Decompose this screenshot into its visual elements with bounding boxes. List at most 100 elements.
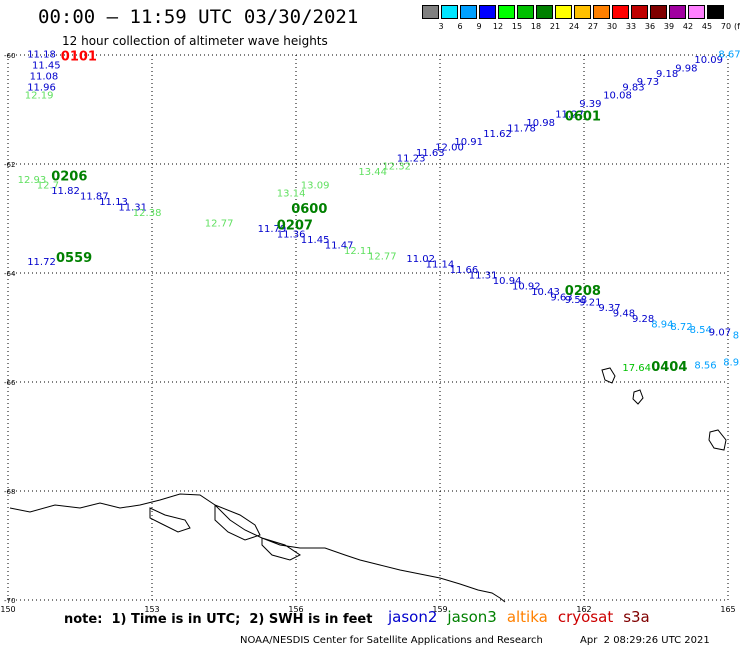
- color-scale-unit: (ft): [733, 22, 740, 31]
- color-scale-tick: 9: [476, 22, 482, 31]
- island-3: [708, 429, 727, 451]
- color-scale-tick: 3: [438, 22, 444, 31]
- color-swatch: [612, 5, 629, 19]
- swh-value: 11.62: [483, 129, 512, 140]
- pass-time-label: 0600: [291, 202, 327, 217]
- swh-value: 9.73: [637, 77, 659, 88]
- lat-tick-label: -64: [4, 270, 16, 278]
- island-2: [632, 389, 644, 405]
- color-scale-tick: 33: [625, 22, 637, 31]
- lat-tick-label: -68: [4, 488, 15, 496]
- color-scale-tick: 42: [682, 22, 694, 31]
- swh-value: 11.47: [325, 240, 354, 251]
- swh-value: 10.92: [512, 281, 541, 292]
- lon-tick-label: 165: [720, 605, 735, 614]
- swh-value: 11.78: [507, 123, 536, 134]
- swh-value: 8.19: [733, 330, 740, 341]
- swh-value: 12.11: [344, 246, 373, 257]
- swh-value: 11.14: [426, 260, 455, 271]
- color-swatch: [460, 5, 477, 19]
- pass-time-label: 0601: [565, 109, 601, 124]
- lon-tick-label: 156: [288, 605, 303, 614]
- swh-value: 8.54: [690, 325, 712, 336]
- swh-value: 9.48: [613, 309, 635, 320]
- swh-value: 9.63: [550, 292, 572, 303]
- swh-value: 8.72: [670, 322, 692, 333]
- color-scale-tick: 12: [492, 22, 504, 31]
- swh-value: 12.19: [25, 91, 54, 102]
- swh-value: 11.87: [80, 191, 109, 202]
- legend-entry: altika: [506, 608, 548, 626]
- issued-timestamp: Apr 2 08:29:26 UTC 2021: [580, 635, 710, 646]
- color-swatch: [555, 5, 572, 19]
- color-swatch: [631, 5, 648, 19]
- swh-value: 11.31: [469, 270, 498, 281]
- swh-value: 12.77: [368, 251, 397, 262]
- swh-value: 9.18: [656, 69, 678, 80]
- swh-value: 9.98: [675, 63, 697, 74]
- color-scale-tick: 30: [606, 22, 618, 31]
- swh-value: 9.83: [622, 82, 644, 93]
- swh-value: 13.14: [277, 189, 306, 200]
- satellite-legend: jason2 jason3 altika cryosat s3a: [388, 608, 660, 626]
- swh-value: 11.18: [27, 50, 56, 61]
- footer-note: note: 1) Time is in UTC; 2) SWH is in fe…: [64, 612, 373, 627]
- color-scale-tick: 70: [720, 22, 732, 31]
- lat-tick-label: -70: [4, 597, 15, 605]
- coastline: [9, 367, 727, 603]
- swh-value: 11.72: [27, 257, 56, 268]
- color-swatch: [479, 5, 496, 19]
- swh-value: 9.39: [579, 99, 601, 110]
- swh-value: 12.77: [205, 219, 234, 230]
- color-scale-tick: 45: [701, 22, 713, 31]
- lon-tick-label: 150: [0, 605, 15, 614]
- lon-tick-label: 159: [432, 605, 447, 614]
- legend-entry: s3a: [623, 608, 650, 626]
- lat-tick-label: -60: [4, 52, 15, 60]
- swh-value: 8.67: [718, 50, 740, 61]
- swh-value: 12.32: [382, 161, 411, 172]
- legend-entry: jason3: [447, 608, 497, 626]
- island-1: [601, 367, 616, 384]
- color-scale-tick: 21: [549, 22, 561, 31]
- swh-value: 9.37: [598, 303, 620, 314]
- color-swatch: [441, 5, 458, 19]
- swh-value: 9.28: [632, 314, 654, 325]
- page-subtitle: 12 hour collection of altimeter wave hei…: [62, 34, 328, 48]
- swh-value: 10.98: [526, 118, 555, 129]
- legend-entry: cryosat: [557, 608, 614, 626]
- pass-time-label: 0208: [565, 284, 601, 299]
- swh-value: 17.64: [622, 363, 651, 374]
- swh-value: 12.00: [435, 142, 464, 153]
- color-swatch: [574, 5, 591, 19]
- swh-value: 9.21: [579, 298, 601, 309]
- swh-value: 8.93: [723, 358, 740, 369]
- swh-value: 8.56: [694, 360, 716, 371]
- swh-value: 11.96: [27, 82, 56, 93]
- color-scale-tick: 18: [530, 22, 542, 31]
- swh-value: 13.44: [358, 167, 387, 178]
- color-swatch: [422, 5, 439, 19]
- swh-value: 11.79: [258, 224, 287, 235]
- pass-time-label: 0206: [51, 169, 87, 184]
- swh-value: 11.08: [30, 72, 59, 83]
- color-swatch: [536, 5, 553, 19]
- swh-value: 10.94: [493, 276, 522, 287]
- pass-time-label: 0404: [651, 360, 687, 375]
- axis-tick-labels: 150 153 156 159 162 165 -60 -62 -64 -66 -68 -70: [0, 52, 735, 614]
- credit-line: NOAA/NESDIS Center for Satellite Applica…: [240, 635, 543, 646]
- color-swatch: [517, 5, 534, 19]
- swh-value: 11.45: [301, 235, 330, 246]
- swh-value: 12.93: [18, 175, 47, 186]
- swh-value: 11.27: [555, 110, 584, 121]
- swh-value: 9.58: [565, 295, 587, 306]
- swh-value: 10.43: [531, 287, 560, 298]
- pass-time-label: 0559: [56, 251, 92, 266]
- legend-entry: jason2: [388, 608, 438, 626]
- swh-value: 11.13: [99, 197, 128, 208]
- swh-value: 9.07: [709, 328, 731, 339]
- lon-tick-label: 162: [576, 605, 591, 614]
- color-scale-tick: 39: [663, 22, 675, 31]
- swh-value: 11.66: [450, 265, 479, 276]
- color-swatch: [650, 5, 667, 19]
